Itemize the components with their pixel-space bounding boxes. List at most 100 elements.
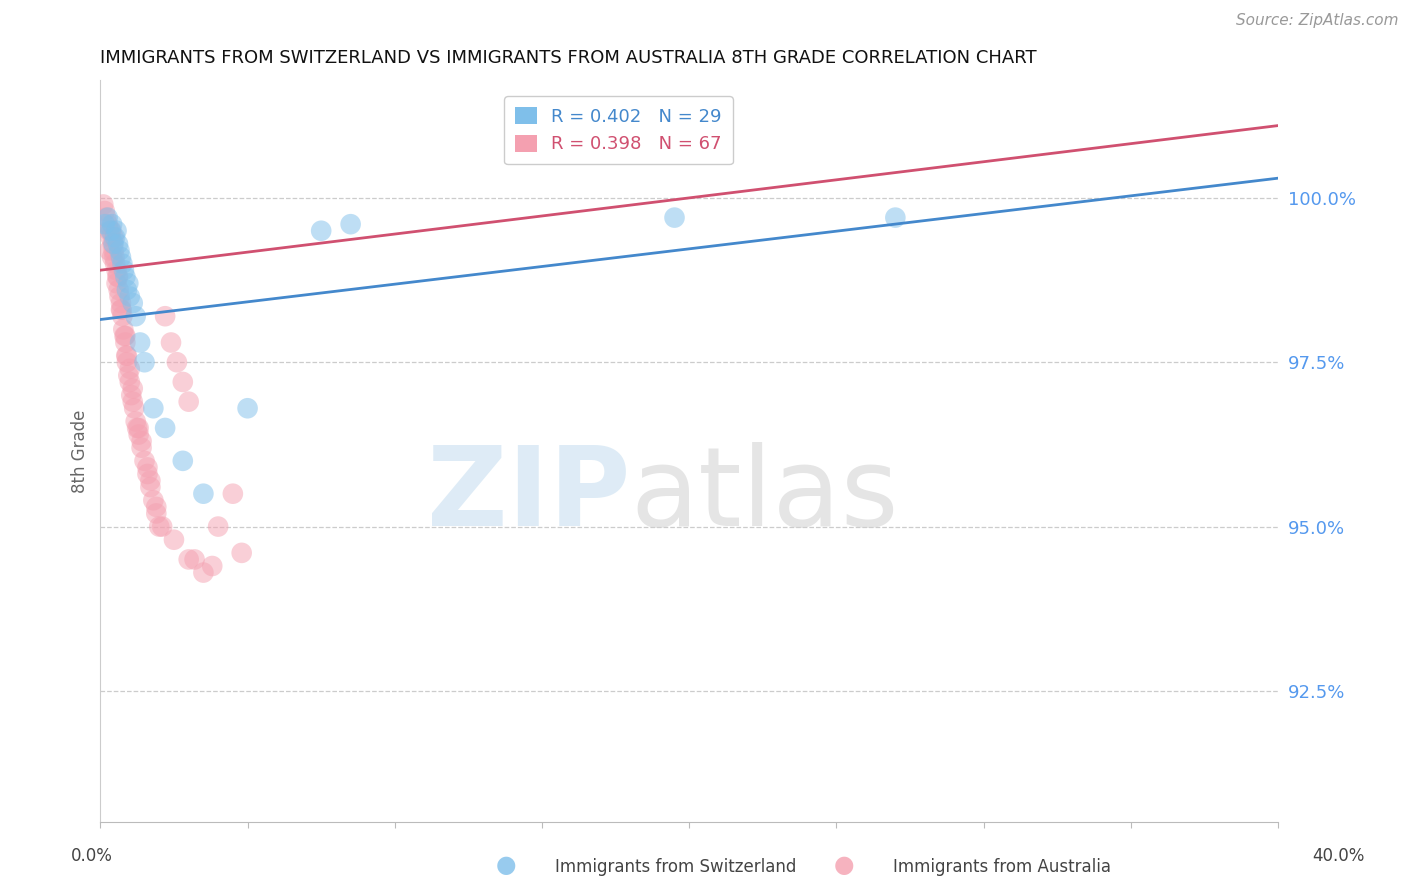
Point: [104, 230, 127, 244]
Point: [177, 394, 200, 409]
Point: [163, 533, 186, 547]
Point: [97, 217, 120, 231]
Point: [193, 566, 215, 580]
Point: [136, 460, 159, 475]
Point: [107, 283, 129, 297]
Point: [118, 289, 141, 303]
Point: [193, 486, 215, 500]
Legend: R = 0.402   N = 29, R = 0.398   N = 67: R = 0.402 N = 29, R = 0.398 N = 67: [505, 96, 733, 164]
Text: ●: ●: [496, 854, 516, 878]
Point: [166, 355, 188, 369]
Point: [129, 335, 152, 350]
Point: [112, 322, 135, 336]
Point: [339, 217, 361, 231]
Point: [101, 217, 124, 231]
Point: [110, 250, 132, 264]
Point: [115, 349, 138, 363]
Point: [115, 355, 138, 369]
Point: [101, 236, 124, 251]
Point: [104, 257, 127, 271]
Point: [136, 467, 159, 481]
Point: [177, 552, 200, 566]
Point: [115, 283, 138, 297]
Point: [125, 309, 148, 323]
Point: [103, 236, 125, 251]
Point: [118, 375, 141, 389]
Point: [108, 244, 131, 258]
Point: [110, 296, 132, 310]
Point: [148, 519, 170, 533]
Text: atlas: atlas: [630, 442, 898, 549]
Point: [201, 559, 224, 574]
Point: [91, 197, 114, 211]
Point: [131, 434, 153, 449]
Text: ●: ●: [834, 854, 853, 878]
Point: [117, 368, 139, 383]
Point: [108, 289, 131, 303]
Point: [231, 546, 253, 560]
Point: [134, 355, 156, 369]
Point: [153, 421, 176, 435]
Point: [105, 277, 128, 291]
Point: [150, 519, 173, 533]
Text: Source: ZipAtlas.com: Source: ZipAtlas.com: [1236, 13, 1399, 29]
Point: [107, 269, 129, 284]
Point: [115, 349, 138, 363]
Y-axis label: 8th Grade: 8th Grade: [72, 409, 89, 492]
Point: [183, 552, 205, 566]
Point: [664, 211, 686, 225]
Point: [117, 277, 139, 291]
Text: ZIP: ZIP: [427, 442, 630, 549]
Text: 0.0%: 0.0%: [70, 847, 112, 864]
Point: [139, 480, 162, 494]
Point: [101, 250, 124, 264]
Point: [114, 269, 136, 284]
Point: [98, 244, 121, 258]
Point: [96, 211, 118, 225]
Point: [145, 507, 167, 521]
Point: [114, 329, 136, 343]
Point: [145, 500, 167, 514]
Point: [118, 361, 141, 376]
Point: [112, 263, 135, 277]
Point: [107, 269, 129, 284]
Point: [120, 388, 142, 402]
Point: [122, 401, 145, 416]
Point: [142, 401, 165, 416]
Point: [114, 329, 136, 343]
Point: [127, 421, 149, 435]
Point: [103, 230, 125, 244]
Point: [207, 519, 229, 533]
Point: [100, 224, 122, 238]
Point: [160, 335, 183, 350]
Point: [121, 394, 143, 409]
Point: [236, 401, 259, 416]
Text: 40.0%: 40.0%: [1312, 847, 1365, 864]
Point: [100, 230, 122, 244]
Point: [128, 427, 150, 442]
Point: [114, 335, 136, 350]
Point: [110, 302, 132, 317]
Text: Immigrants from Switzerland: Immigrants from Switzerland: [555, 858, 797, 876]
Point: [94, 217, 117, 231]
Point: [105, 263, 128, 277]
Point: [172, 375, 194, 389]
Point: [222, 486, 245, 500]
Point: [98, 224, 121, 238]
Point: [103, 250, 125, 264]
Point: [142, 493, 165, 508]
Point: [134, 454, 156, 468]
Point: [121, 382, 143, 396]
Point: [125, 414, 148, 428]
Point: [100, 224, 122, 238]
Point: [153, 309, 176, 323]
Point: [110, 302, 132, 317]
Point: [128, 421, 150, 435]
Text: Immigrants from Australia: Immigrants from Australia: [893, 858, 1111, 876]
Point: [111, 309, 134, 323]
Point: [884, 211, 907, 225]
Point: [103, 244, 125, 258]
Text: IMMIGRANTS FROM SWITZERLAND VS IMMIGRANTS FROM AUSTRALIA 8TH GRADE CORRELATION C: IMMIGRANTS FROM SWITZERLAND VS IMMIGRANT…: [100, 49, 1038, 67]
Point: [97, 211, 120, 225]
Point: [131, 441, 153, 455]
